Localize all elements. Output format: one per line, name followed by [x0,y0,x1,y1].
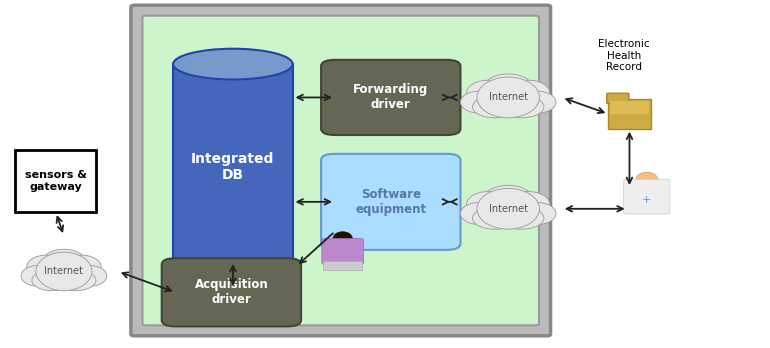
Ellipse shape [32,270,72,291]
Ellipse shape [467,191,510,216]
Ellipse shape [507,80,550,105]
Ellipse shape [499,207,544,229]
Ellipse shape [477,188,540,229]
FancyBboxPatch shape [162,258,301,326]
Ellipse shape [473,207,517,229]
Ellipse shape [636,172,658,186]
Text: +: + [642,195,651,205]
Text: Integrated
DB: Integrated DB [191,152,275,182]
Ellipse shape [42,249,86,276]
Ellipse shape [36,252,92,291]
Ellipse shape [27,255,65,279]
Bar [610,101,649,114]
Ellipse shape [73,266,107,286]
Ellipse shape [499,96,544,118]
Text: Internet: Internet [489,204,527,214]
Ellipse shape [467,80,510,105]
Bar [173,64,293,270]
FancyBboxPatch shape [607,93,629,103]
Ellipse shape [173,255,293,285]
Text: Forwarding
driver: Forwarding driver [353,84,428,111]
FancyBboxPatch shape [321,154,460,250]
Ellipse shape [333,232,352,245]
Text: Internet: Internet [489,93,527,102]
Text: Internet: Internet [45,267,83,276]
Ellipse shape [62,255,101,279]
Ellipse shape [484,74,533,102]
Ellipse shape [21,266,55,286]
Text: Electronic
Health
Record: Electronic Health Record [598,39,650,72]
FancyBboxPatch shape [321,60,460,135]
Ellipse shape [173,49,293,79]
Ellipse shape [460,91,498,113]
FancyBboxPatch shape [15,150,96,212]
FancyBboxPatch shape [322,238,363,264]
Text: sensors &
gateway: sensors & gateway [25,170,87,192]
Ellipse shape [473,96,517,118]
Ellipse shape [460,203,498,224]
Ellipse shape [484,185,533,213]
Ellipse shape [477,77,540,118]
Text: Software
equipment: Software equipment [355,188,427,216]
Bar [323,261,362,270]
FancyBboxPatch shape [131,5,551,336]
Text: Acquisition
driver: Acquisition driver [195,278,268,306]
Bar [608,99,651,129]
FancyBboxPatch shape [142,16,539,325]
Ellipse shape [507,191,550,216]
Ellipse shape [518,91,556,113]
FancyBboxPatch shape [624,179,670,214]
Ellipse shape [56,270,96,291]
Ellipse shape [518,203,556,224]
